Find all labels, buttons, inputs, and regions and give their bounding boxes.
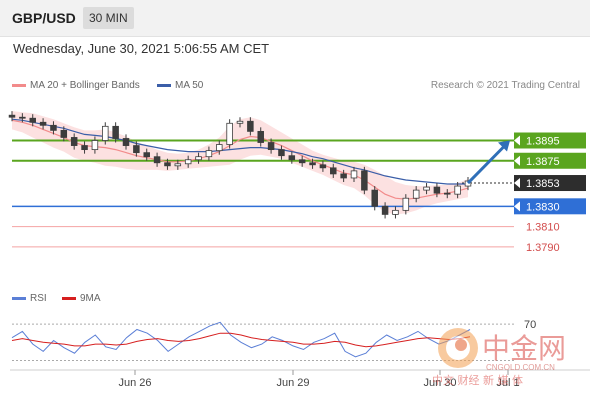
candle-body bbox=[278, 149, 285, 157]
candle-body bbox=[257, 130, 264, 143]
candle-body bbox=[164, 162, 171, 167]
candle-body bbox=[205, 150, 213, 158]
legend-ma20-label: MA 20 + Bollinger Bands bbox=[30, 80, 140, 91]
ma20-line bbox=[11, 119, 469, 200]
candle-body bbox=[29, 117, 36, 123]
legend-rsi-label: RSI bbox=[30, 293, 47, 304]
candle-body bbox=[433, 186, 441, 194]
candle-body bbox=[133, 145, 140, 154]
forecast-arrowhead bbox=[498, 140, 510, 152]
x-tick-label: Jul 1 bbox=[496, 377, 519, 389]
candle-body bbox=[112, 125, 119, 139]
candle-body bbox=[174, 163, 182, 167]
candle-body bbox=[288, 155, 296, 161]
candle-body bbox=[330, 167, 337, 175]
ma9-swatch-icon bbox=[62, 296, 76, 300]
candle-body bbox=[195, 156, 202, 161]
candle-body bbox=[153, 156, 161, 164]
ma20-swatch-icon bbox=[12, 83, 26, 87]
candle-body bbox=[423, 186, 430, 191]
watermark-brand: 中金网 bbox=[482, 332, 566, 365]
level-box-notch bbox=[514, 201, 520, 212]
candle-body bbox=[412, 189, 420, 199]
timestamp: Wednesday, June 30, 2021 5:06:55 AM CET bbox=[13, 41, 270, 56]
forecast-arrow bbox=[466, 145, 506, 185]
candle-body bbox=[340, 173, 347, 179]
watermark-tagline: 中文 财经 新 媒 体 bbox=[432, 373, 523, 387]
candle-body bbox=[216, 144, 223, 152]
top-bar: GBP/USD 30 MIN bbox=[0, 0, 590, 37]
level-label-1.3875: 1.3875 bbox=[526, 156, 560, 168]
legend-9ma-label: 9MA bbox=[80, 293, 101, 304]
rsi-tick-label: 70 bbox=[524, 319, 536, 331]
candle-body bbox=[50, 124, 57, 131]
level-box-1.3830 bbox=[514, 198, 586, 215]
legend-ma50: MA 50 bbox=[157, 80, 203, 91]
candle-body bbox=[19, 116, 26, 119]
rsi-swatch-icon bbox=[12, 296, 26, 300]
watermark-domain: CNGOLD.COM.CN bbox=[486, 363, 555, 372]
candle-body bbox=[454, 185, 461, 195]
watermark-icon: 中金网 CNGOLD.COM.CN 中文 财经 新 媒 体 bbox=[432, 328, 566, 387]
ma50-swatch-icon bbox=[157, 83, 171, 87]
level-label-1.3810: 1.3810 bbox=[526, 222, 560, 234]
symbol-label: GBP/USD bbox=[12, 10, 76, 26]
level-box-1.3853 bbox=[514, 175, 586, 192]
candle-body bbox=[361, 170, 368, 191]
candle-body bbox=[236, 120, 244, 124]
candle-body bbox=[102, 125, 109, 141]
legend-9ma: 9MA bbox=[62, 293, 101, 304]
candle-body bbox=[81, 145, 88, 151]
candle-body bbox=[392, 209, 399, 215]
candle-body bbox=[267, 142, 275, 151]
level-box-notch bbox=[514, 155, 520, 166]
candle-body bbox=[91, 140, 99, 151]
candle-body bbox=[143, 152, 150, 158]
candle-body bbox=[402, 197, 410, 211]
candle-body bbox=[371, 189, 378, 207]
legend-ma20-bb: MA 20 + Bollinger Bands bbox=[12, 80, 140, 91]
candle-body bbox=[319, 164, 327, 169]
legend-rsi: RSI bbox=[12, 293, 47, 304]
level-label-1.3830: 1.3830 bbox=[526, 201, 560, 213]
level-box-1.3875 bbox=[514, 152, 586, 169]
level-label-1.3790: 1.3790 bbox=[526, 242, 560, 254]
x-tick-label: Jun 29 bbox=[276, 377, 309, 389]
candle-body bbox=[381, 205, 389, 215]
interval-button[interactable]: 30 MIN bbox=[83, 7, 134, 29]
rsi-9ma-line bbox=[11, 332, 471, 348]
x-tick-label: Jun 26 bbox=[118, 377, 151, 389]
watermark-logo: 中金网 CNGOLD.COM.CN 中文 财经 新 媒 体 bbox=[430, 326, 590, 396]
candle-body bbox=[184, 159, 192, 165]
candle-body bbox=[298, 159, 306, 164]
candle-body bbox=[226, 122, 233, 145]
level-box-notch bbox=[514, 178, 520, 189]
level-box-notch bbox=[514, 135, 520, 146]
candle-body bbox=[444, 192, 451, 195]
candle-body bbox=[70, 137, 78, 146]
candle-body bbox=[39, 121, 47, 126]
level-label-1.3895: 1.3895 bbox=[526, 136, 560, 148]
candle-body bbox=[247, 120, 254, 132]
level-box-1.3895 bbox=[514, 132, 586, 149]
copyright-note: Research © 2021 Trading Central bbox=[430, 80, 580, 91]
rsi-line bbox=[11, 321, 471, 358]
candle-body bbox=[8, 114, 16, 118]
candle-body bbox=[60, 129, 68, 138]
candle-body bbox=[350, 170, 358, 179]
x-tick-label: Jun 30 bbox=[423, 377, 456, 389]
legend-ma50-label: MA 50 bbox=[175, 80, 204, 91]
candle-body bbox=[309, 162, 316, 166]
level-label-1.3853: 1.3853 bbox=[526, 178, 560, 190]
candle-body bbox=[122, 138, 130, 146]
ma50-line bbox=[11, 118, 468, 185]
